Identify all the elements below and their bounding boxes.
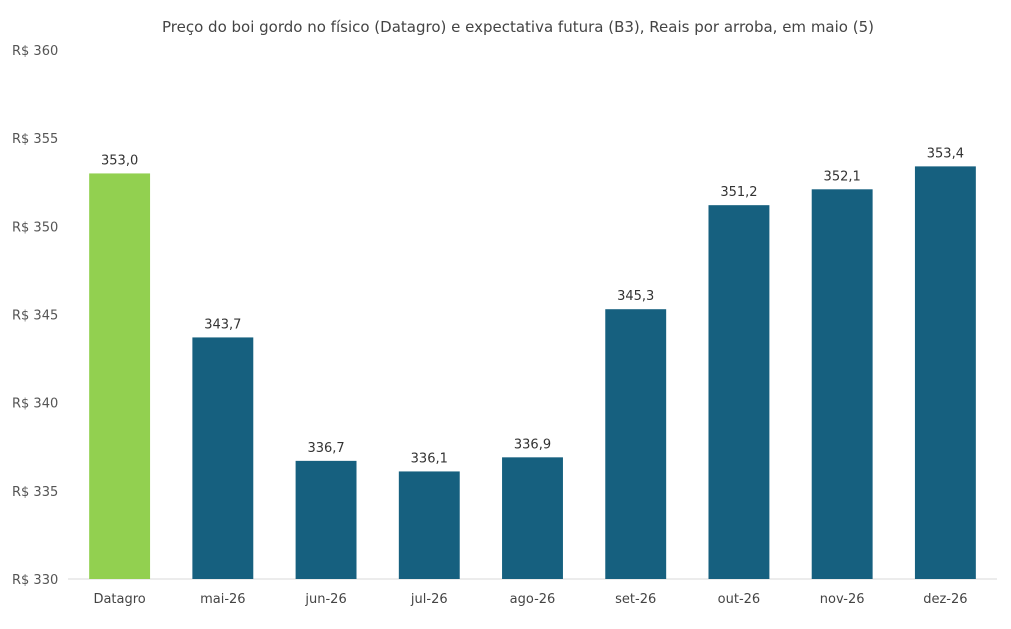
y-tick-label: R$ 330 [12,573,58,588]
x-tick-label: set-26 [615,592,656,607]
x-tick-label: jul-26 [410,592,448,607]
bar-set-26 [605,309,667,579]
data-label: 352,1 [824,169,861,184]
x-tick-label: nov-26 [820,592,865,607]
data-label: 353,0 [101,153,138,168]
y-tick-label: R$ 350 [12,220,58,235]
x-tick-label: dez-26 [923,592,967,607]
y-axis-ticks: R$ 360 R$ 355 R$ 350 R$ 345 R$ 340 R$ 335 R$ 3… [12,44,58,588]
x-tick-label: mai-26 [200,592,245,607]
y-tick-label: R$ 355 [12,132,58,147]
y-tick-label: R$ 335 [12,485,58,500]
bar-datagro [89,173,151,579]
bars [89,166,976,579]
data-label: 336,1 [411,451,448,466]
data-label: 336,7 [307,441,344,456]
x-tick-label: ago-26 [510,592,556,607]
data-label: 336,9 [514,437,551,452]
x-tick-label: jun-26 [304,592,346,607]
y-tick-label: R$ 340 [12,397,58,412]
data-label: 343,7 [204,317,241,332]
data-labels: 353,0 343,7 336,7 336,1 336,9 345,3 351,2 352,1… [101,146,964,466]
data-label: 351,2 [720,185,757,200]
data-label: 345,3 [617,289,654,304]
bar-nov-26 [811,189,873,579]
data-label: 353,4 [927,146,964,161]
y-tick-label: R$ 360 [12,44,58,59]
bar-jun-26 [295,460,357,579]
bar-dez-26 [914,166,976,579]
x-tick-label: Datagro [93,592,145,607]
bar-mai-26 [192,337,254,579]
x-axis-labels: Datagro mai-26 jun-26 jul-26 ago-26 set-26 out… [93,592,967,607]
bar-out-26 [708,205,770,579]
bar-jul-26 [398,471,460,579]
bar-ago-26 [502,457,563,579]
x-tick-label: out-26 [718,592,761,607]
y-tick-label: R$ 345 [12,309,58,324]
chart-title: Preço do boi gordo no físico (Datagro) e… [162,18,874,36]
